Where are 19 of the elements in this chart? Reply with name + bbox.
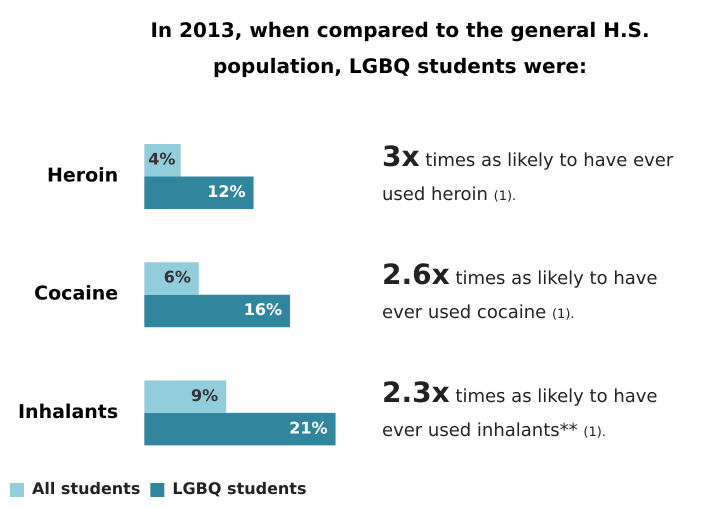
data-label: 21% <box>289 418 328 438</box>
y-tick-label: Heroin <box>46 164 118 186</box>
data-label: 4% <box>148 149 176 168</box>
bar <box>144 380 226 413</box>
y-tick-label: Inhalants <box>18 400 118 423</box>
bar <box>144 294 290 328</box>
y-tick-label: Cocaine <box>34 282 118 305</box>
data-label: 16% <box>244 300 282 320</box>
bar <box>144 412 336 446</box>
bar <box>144 176 254 210</box>
text: 2.3x times as likely to have ever used inhalants** (1). <box>382 376 658 443</box>
data-label: 9% <box>191 386 218 405</box>
data-label: 12% <box>207 182 246 201</box>
legend-label: All students <box>32 479 140 498</box>
text: 2.6x times as likely to have ever used cocaine (1). <box>382 258 658 325</box>
legend-label: LGBQ students <box>172 479 306 498</box>
data-label: 6% <box>164 268 191 287</box>
text: In 2013, when compared to the general H.S. population, LGBQ students were: <box>150 17 650 80</box>
text: 3x times as likely to have ever used heroin (1). <box>382 140 674 206</box>
